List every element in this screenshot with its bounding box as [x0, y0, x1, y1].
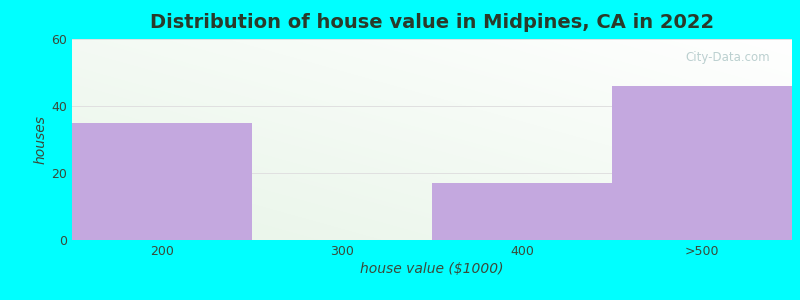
Bar [432, 183, 612, 240]
Y-axis label: houses: houses [33, 115, 47, 164]
Bar [72, 123, 252, 240]
X-axis label: house value ($1000): house value ($1000) [360, 262, 504, 276]
Text: City-Data.com: City-Data.com [686, 51, 770, 64]
Title: Distribution of house value in Midpines, CA in 2022: Distribution of house value in Midpines,… [150, 13, 714, 32]
Bar [612, 86, 792, 240]
